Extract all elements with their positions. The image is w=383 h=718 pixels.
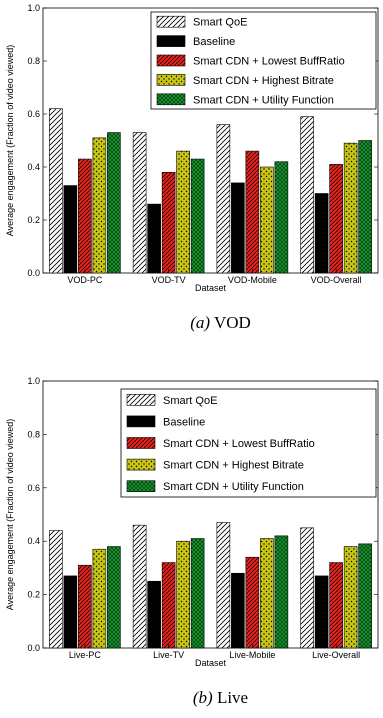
bar-vod-pc-series-4 xyxy=(92,137,107,274)
caption-label: (b) xyxy=(193,688,213,707)
bar-live-overall-series-4 xyxy=(343,546,358,649)
y-tick-label: 0.4 xyxy=(27,536,40,546)
bar-vod-tv-series-1 xyxy=(132,132,147,274)
bar-live-pc-series-4 xyxy=(92,548,107,649)
plot-frame xyxy=(42,380,379,649)
y-axis-label: Average engagement (Fraction of video vi… xyxy=(5,419,15,610)
legend-swatch xyxy=(156,15,186,28)
legend-swatch xyxy=(126,415,156,428)
legend-swatch xyxy=(126,437,156,449)
y-tick-label: 0.6 xyxy=(27,109,40,119)
bar-live-pc-series-5 xyxy=(107,546,121,649)
y-tick-label: 0.2 xyxy=(27,215,40,225)
y-tick-label: 0.8 xyxy=(27,56,40,66)
bar-vod-tv-series-5 xyxy=(190,158,205,274)
bar-live-pc-series-1 xyxy=(49,530,63,649)
y-tick-label: 1.0 xyxy=(27,3,40,13)
x-tick-label: VOD-PC xyxy=(67,275,103,285)
legend-swatch xyxy=(126,393,156,406)
bar-live-mobile-series-2 xyxy=(231,572,245,649)
bar-live-mobile-series-1 xyxy=(216,522,231,649)
chart-panel-2: 0.0 0.2 0.4 0.6 0.8 1.0 Average engagement (Fr… xyxy=(5,376,379,707)
x-tick-label: VOD-TV xyxy=(152,275,186,285)
caption-label: (a) xyxy=(190,313,210,332)
bar-live-tv-series-5 xyxy=(190,538,205,649)
bar-vod-pc-series-1 xyxy=(49,108,63,274)
bar-vod-overall-series-2 xyxy=(314,193,329,274)
bar-vod-overall-series-1 xyxy=(300,116,314,274)
bar-live-tv-series-4 xyxy=(176,540,190,649)
plot-frame xyxy=(42,7,379,274)
caption-text: Live xyxy=(213,688,248,707)
legend-label: Smart CDN + Highest Bitrate xyxy=(163,460,304,472)
y-tick-label: 0.6 xyxy=(27,483,40,493)
legend-label: Smart CDN + Lowest BuffRatio xyxy=(193,56,345,68)
chart-panel-1: 0.0 0.2 0.4 0.6 0.8 1.0 Average engagement (Fr… xyxy=(5,3,379,332)
y-tick-label: 0.8 xyxy=(27,429,40,439)
legend-label: Smart CDN + Highest Bitrate xyxy=(193,75,334,87)
bar-vod-mobile-series-1 xyxy=(216,124,231,274)
legend-label: Baseline xyxy=(193,36,235,48)
legend-label: Smart CDN + Utility Function xyxy=(163,481,304,493)
bar-live-pc-series-2 xyxy=(63,575,78,649)
x-axis-label: Dataset xyxy=(195,283,227,293)
legend-swatch xyxy=(156,93,186,106)
x-tick-label: Live-PC xyxy=(69,650,102,660)
y-tick-label: 0.0 xyxy=(27,268,40,278)
legend-label: Baseline xyxy=(163,416,205,428)
legend-label: Smart CDN + Utility Function xyxy=(193,94,334,106)
bar-vod-mobile-series-3 xyxy=(245,150,260,274)
bar-vod-tv-series-3 xyxy=(161,172,176,274)
bar-live-tv-series-1 xyxy=(132,524,147,649)
legend-frame xyxy=(120,388,377,498)
bar-vod-pc-series-3 xyxy=(78,158,92,274)
legend-frame xyxy=(150,11,377,110)
figure-caption: (a) VOD xyxy=(190,313,251,332)
bar-vod-mobile-series-5 xyxy=(274,161,289,274)
bar-vod-overall-series-3 xyxy=(329,164,343,274)
bar-vod-mobile-series-4 xyxy=(260,166,274,274)
legend-label: Smart QoE xyxy=(163,395,217,407)
x-tick-label: Live-Mobile xyxy=(229,650,275,660)
legend-swatch xyxy=(156,74,186,86)
legend: Smart QoE Baseline Smart CDN + Lowest Buff… xyxy=(120,388,377,498)
y-tick-label: 1.0 xyxy=(27,376,40,386)
bar-live-tv-series-3 xyxy=(161,562,176,649)
y-tick-label: 0.2 xyxy=(27,590,40,600)
bar-live-tv-series-2 xyxy=(147,580,161,649)
legend-swatch xyxy=(156,35,186,47)
bar-live-mobile-series-4 xyxy=(260,538,274,649)
bar-live-pc-series-3 xyxy=(78,564,92,649)
bar-live-mobile-series-3 xyxy=(245,556,260,649)
legend-label: Smart QoE xyxy=(193,17,247,29)
bar-vod-overall-series-5 xyxy=(358,140,372,274)
x-tick-label: Live-Overall xyxy=(312,650,360,660)
figure-caption: (b) Live xyxy=(193,688,248,707)
x-tick-label: Live-TV xyxy=(153,650,184,660)
bar-live-overall-series-5 xyxy=(358,543,372,649)
bar-vod-pc-series-2 xyxy=(63,185,78,274)
legend: Smart QoE Baseline Smart CDN + Lowest Buff… xyxy=(150,11,377,110)
bar-live-mobile-series-5 xyxy=(274,535,289,649)
bar-vod-tv-series-2 xyxy=(147,203,161,274)
x-axis-label: Dataset xyxy=(195,658,227,668)
y-tick-label: 0.4 xyxy=(27,162,40,172)
bar-vod-tv-series-4 xyxy=(176,150,190,274)
bar-vod-mobile-series-2 xyxy=(231,182,245,274)
bar-vod-pc-series-5 xyxy=(107,132,121,274)
y-tick-label: 0.0 xyxy=(27,643,40,653)
bar-vod-overall-series-4 xyxy=(343,142,358,274)
legend-swatch xyxy=(126,458,156,471)
x-tick-label: VOD-Mobile xyxy=(228,275,277,285)
bar-live-overall-series-1 xyxy=(300,527,314,649)
bar-live-overall-series-2 xyxy=(314,575,329,649)
x-tick-label: VOD-Overall xyxy=(311,275,362,285)
caption-text: VOD xyxy=(210,313,251,332)
legend-label: Smart CDN + Lowest BuffRatio xyxy=(163,438,315,450)
legend-swatch xyxy=(126,480,156,493)
y-axis-label: Average engagement (Fraction of video vi… xyxy=(5,45,15,236)
bar-live-overall-series-3 xyxy=(329,562,343,649)
legend-swatch xyxy=(156,54,186,67)
